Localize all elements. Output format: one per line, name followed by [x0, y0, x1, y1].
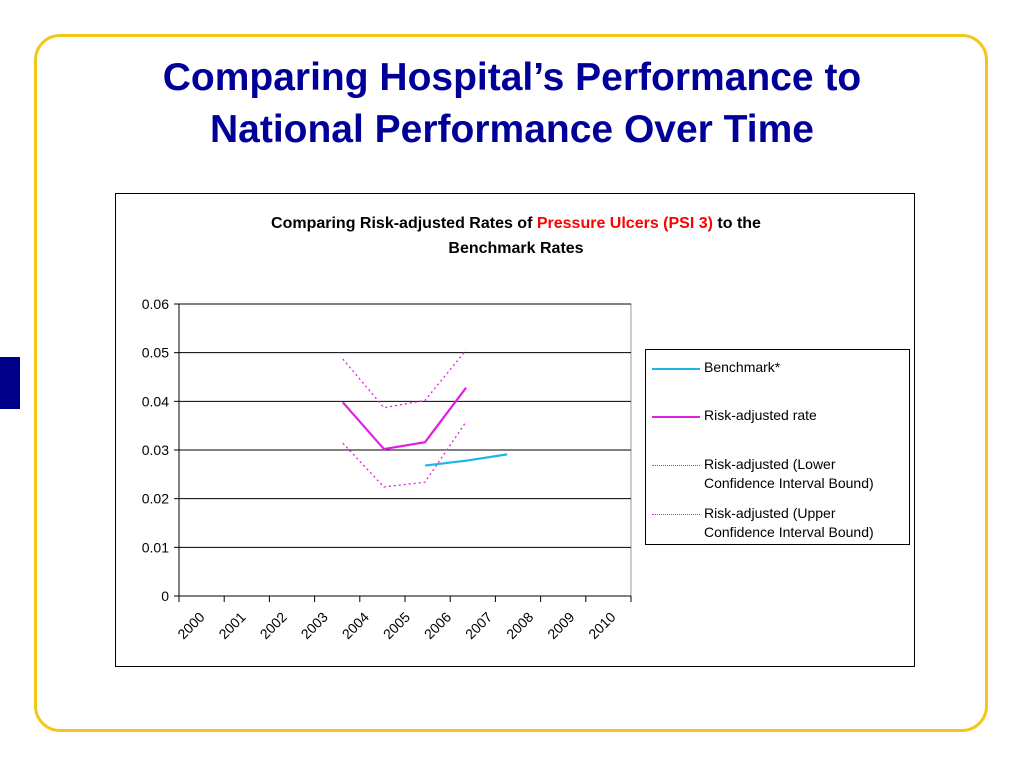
x-tick-label-5: 2005 — [380, 609, 413, 642]
x-tick-label-7: 2007 — [462, 609, 495, 642]
x-tick-label-2: 2002 — [257, 609, 290, 642]
legend-label-upper-bound-line1: Risk-adjusted (Upper — [704, 505, 836, 521]
y-tick-label-3: 0.03 — [142, 442, 169, 458]
chart-title-line2: Benchmark Rates — [448, 240, 584, 257]
x-tick-label-10: 2010 — [585, 609, 618, 642]
legend-label-lower-bound-line1: Risk-adjusted (Lower — [704, 456, 836, 472]
series-line-2 — [342, 421, 467, 488]
series-line-0 — [424, 453, 508, 467]
slide-title-line1: Comparing Hospital’s Performance to — [162, 56, 862, 99]
chart-legend: Benchmark* Risk-adjusted rate Risk-adjus… — [645, 349, 910, 545]
chart-title-part2: to the — [712, 215, 761, 232]
legend-swatch-upper-bound — [652, 514, 700, 515]
y-tick-label-5: 0.05 — [142, 345, 169, 361]
slide-title-line2: National Performance Over Time — [209, 108, 814, 151]
legend-label-risk-adjusted: Risk-adjusted rate — [704, 407, 817, 423]
series-line-1 — [341, 387, 467, 451]
y-tick-label-2: 0.02 — [142, 491, 169, 507]
x-tick-label-6: 2006 — [421, 609, 454, 642]
x-tick-label-3: 2003 — [298, 609, 331, 642]
x-tick-label-1: 2001 — [215, 609, 248, 642]
legend-label-lower-bound: Risk-adjusted (Lower Confidence Interval… — [704, 455, 909, 493]
x-tick-label-9: 2009 — [544, 609, 577, 642]
x-tick-label-0: 2000 — [174, 609, 207, 642]
y-tick-label-6: 0.06 — [142, 296, 169, 312]
slide-frame — [34, 34, 988, 732]
chart-title-part1: Comparing Risk-adjusted Rates of — [271, 215, 537, 232]
series-line-3 — [342, 349, 467, 409]
y-tick-label-0: 0 — [161, 588, 169, 604]
x-tick-label-4: 2004 — [339, 609, 372, 642]
side-tab-marker — [0, 357, 20, 409]
chart-title-highlight: Pressure Ulcers (PSI 3) — [536, 215, 713, 232]
legend-label-lower-bound-line2: Confidence Interval Bound) — [704, 475, 874, 491]
chart-container: Comparing Risk-adjusted Rates of Pressur… — [115, 193, 915, 667]
slide-title: Comparing Hospital’s Performance to Nati… — [60, 52, 964, 156]
legend-swatch-risk-adjusted — [652, 416, 700, 418]
legend-label-upper-bound: Risk-adjusted (Upper Confidence Interval… — [704, 504, 909, 542]
y-tick-label-4: 0.04 — [142, 393, 169, 409]
chart-title: Comparing Risk-adjusted Rates of Pressur… — [116, 211, 916, 261]
y-tick-label-1: 0.01 — [142, 539, 169, 555]
legend-label-upper-bound-line2: Confidence Interval Bound) — [704, 524, 874, 540]
legend-label-benchmark: Benchmark* — [704, 359, 781, 375]
legend-swatch-benchmark — [652, 368, 700, 370]
x-tick-label-8: 2008 — [503, 609, 536, 642]
legend-swatch-lower-bound — [652, 465, 700, 466]
